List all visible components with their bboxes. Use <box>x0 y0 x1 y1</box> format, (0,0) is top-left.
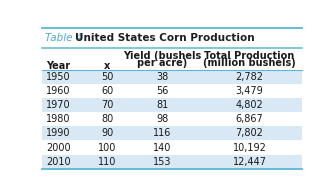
Bar <box>42 84 302 98</box>
Text: 1950: 1950 <box>46 72 70 82</box>
Text: 81: 81 <box>156 100 169 110</box>
Text: 12,447: 12,447 <box>232 157 267 167</box>
Text: Total Production: Total Production <box>204 51 295 61</box>
Text: 80: 80 <box>101 114 114 124</box>
Text: Table 4: Table 4 <box>45 33 82 43</box>
Text: 140: 140 <box>153 142 172 152</box>
Text: 38: 38 <box>156 72 169 82</box>
Text: Yield (bushels: Yield (bushels <box>124 51 202 61</box>
Text: 1990: 1990 <box>46 128 70 138</box>
Text: 1970: 1970 <box>46 100 70 110</box>
Text: 70: 70 <box>101 100 114 110</box>
Text: 50: 50 <box>101 72 114 82</box>
Text: 2,782: 2,782 <box>236 72 264 82</box>
Bar <box>42 98 302 113</box>
Bar <box>42 126 302 141</box>
Text: 60: 60 <box>101 86 114 96</box>
Text: x: x <box>104 61 111 71</box>
Text: 4,802: 4,802 <box>236 100 263 110</box>
Text: 2010: 2010 <box>46 157 70 167</box>
Bar <box>42 113 302 126</box>
Bar <box>42 141 302 154</box>
Text: 116: 116 <box>153 128 172 138</box>
Bar <box>42 154 302 169</box>
Text: 10,192: 10,192 <box>232 142 267 152</box>
Text: 90: 90 <box>101 128 114 138</box>
Text: 56: 56 <box>156 86 169 96</box>
Text: 98: 98 <box>156 114 169 124</box>
Bar <box>42 70 302 84</box>
Text: 1980: 1980 <box>46 114 70 124</box>
Text: 110: 110 <box>98 157 117 167</box>
Text: 100: 100 <box>98 142 117 152</box>
Text: United States Corn Production: United States Corn Production <box>75 33 255 43</box>
Text: 2000: 2000 <box>46 142 70 152</box>
Text: 6,867: 6,867 <box>236 114 263 124</box>
Text: 7,802: 7,802 <box>236 128 264 138</box>
Text: 153: 153 <box>153 157 172 167</box>
Text: Year: Year <box>46 61 70 71</box>
Text: per acre): per acre) <box>137 58 188 68</box>
Text: 1960: 1960 <box>46 86 70 96</box>
Text: 3,479: 3,479 <box>236 86 263 96</box>
Text: (million bushels): (million bushels) <box>203 58 296 68</box>
